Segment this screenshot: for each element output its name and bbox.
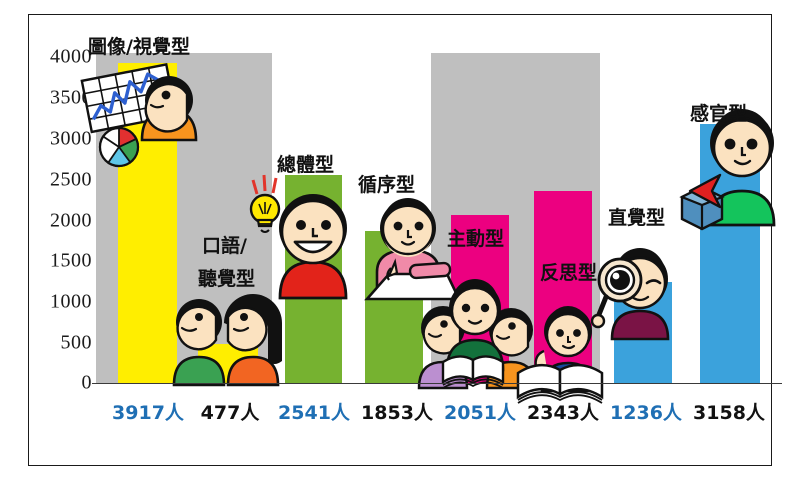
smiling-person-with-lightbulb-icon [245,172,355,300]
value-label-sequential: 1853人 [361,402,433,424]
person-with-magnifier-icon [590,243,696,343]
y-tick-0: 0 [81,371,92,394]
value-label-global: 2541人 [278,402,350,424]
category-label-global: 總體型 [277,154,335,176]
category-label-sequential: 循序型 [358,174,416,196]
y-tick-2000: 2000 [50,209,92,232]
y-tick-3500: 3500 [50,86,92,109]
category-label-reflective: 反思型 [540,262,598,284]
three-people-with-book-icon [415,278,580,390]
person-with-cube-and-arrow-icon [660,97,790,231]
value-label-sensing: 3158人 [693,402,765,424]
y-tick-2500: 2500 [50,168,92,191]
category-label-verbal-line1: 口語/ [202,235,247,257]
category-label-verbal-line2: 聽覺型 [198,268,256,290]
category-label-intuitive: 直覺型 [608,207,666,229]
person-writing-icon [355,196,465,308]
y-tick-1500: 1500 [50,249,92,272]
value-label-visual: 3917人 [112,402,184,424]
y-tick-4000: 4000 [50,45,92,68]
value-label-verbal: 477人 [200,402,260,424]
y-tick-500: 500 [60,331,92,354]
category-label-sensing: 感官型 [690,103,748,125]
x-axis-baseline [92,383,782,385]
two-people-talking-icon [168,294,286,387]
category-label-visual: 圖像/視覺型 [88,36,190,58]
value-label-intuitive: 1236人 [610,402,682,424]
value-label-reflective: 2343人 [527,402,599,424]
value-label-active: 2051人 [444,402,516,424]
y-tick-1000: 1000 [50,290,92,313]
person-with-chart-icon [78,60,203,170]
y-tick-3000: 3000 [50,127,92,150]
category-label-active: 主動型 [447,228,505,250]
y-axis: 4000 3500 3000 2500 2000 1500 1000 500 0 [30,0,92,481]
